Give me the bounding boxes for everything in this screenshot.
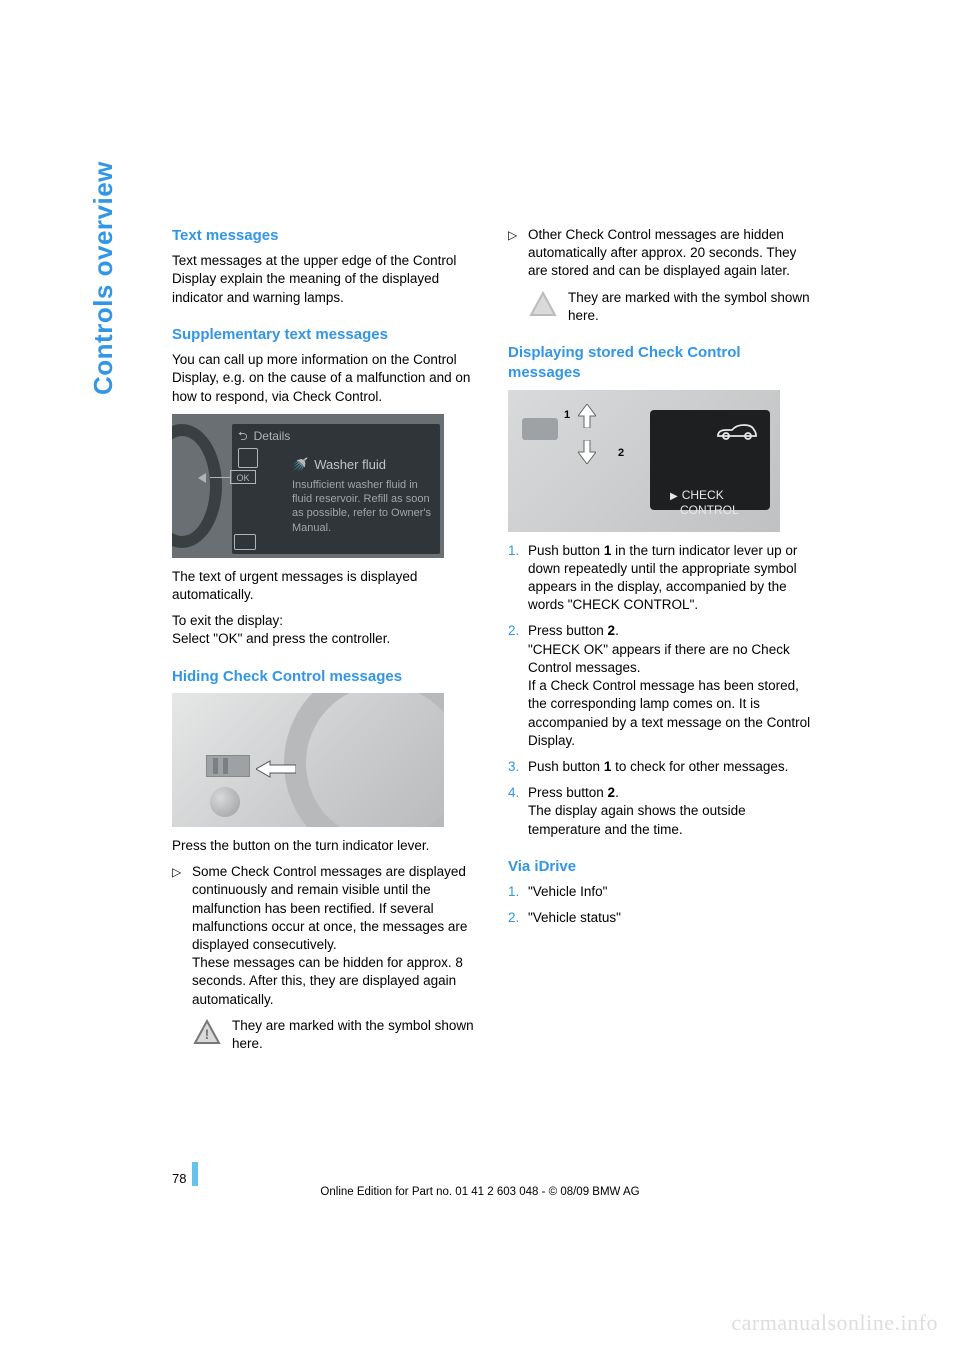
figure-body-text: Insufficient washer fluid in fluid reser… <box>292 478 434 535</box>
figure-small-icon <box>238 448 258 468</box>
step-number: 1. <box>508 883 528 901</box>
heading-text-messages: Text messages <box>172 226 476 246</box>
step-1-text: Push button 1 in the turn indicator leve… <box>528 542 812 615</box>
para-text-messages: Text messages at the upper edge of the C… <box>172 252 476 307</box>
step-number: 1. <box>508 542 528 615</box>
para-press-button: Press the button on the turn indicator l… <box>172 837 476 855</box>
figure-knob <box>210 787 240 817</box>
idrive-1-text: "Vehicle Info" <box>528 883 812 901</box>
figure-check-control: 1 2 ▶CHECK CONTROL <box>508 390 780 532</box>
figure-arrow-icon <box>256 759 296 779</box>
right-column: ▷ Other Check Control messages are hidde… <box>508 226 812 1061</box>
step-3: 3. Push button 1 to check for other mess… <box>508 758 812 776</box>
bullet-text-2: Other Check Control messages are hidden … <box>528 226 812 281</box>
step-number: 2. <box>508 622 528 750</box>
symbol-text-2: They are marked with the symbol shown he… <box>568 289 812 325</box>
step-4-text: Press button 2. The display again shows … <box>528 784 812 839</box>
svg-text:!: ! <box>205 1026 210 1042</box>
page-number-wrap: 78 <box>172 1162 198 1186</box>
bullet-some-messages: ▷ Some Check Control messages are displa… <box>172 863 476 1009</box>
heading-via-idrive: Via iDrive <box>508 857 812 877</box>
step-number: 4. <box>508 784 528 839</box>
watermark-text: carmanualsonline.info <box>731 1310 938 1336</box>
figure-wheel-edge <box>172 424 222 548</box>
figure-lever-button <box>522 418 558 440</box>
heading-supplementary: Supplementary text messages <box>172 325 476 345</box>
figure-title: 🚿Washer fluid <box>292 456 386 474</box>
symbol-row-2: They are marked with the symbol shown he… <box>528 289 812 325</box>
bullet-text-1b: These messages can be hidden for approx.… <box>192 955 463 1006</box>
symbol-text-1: They are marked with the symbol shown he… <box>232 1017 476 1053</box>
left-column: Text messages Text messages at the upper… <box>172 226 476 1061</box>
figure-details-screen: ⮌Details OK 🚿Washer fluid Insufficient w… <box>172 414 444 558</box>
idrive-step-1: 1. "Vehicle Info" <box>508 883 812 901</box>
step-1: 1. Push button 1 in the turn indicator l… <box>508 542 812 615</box>
bullet-marker-icon: ▷ <box>172 863 192 1009</box>
bullet-text-1a: Some Check Control messages are displaye… <box>192 864 467 952</box>
figure-header: ⮌Details <box>238 428 290 444</box>
para-exit: To exit the display: Select "OK" and pre… <box>172 612 476 648</box>
content-columns: Text messages Text messages at the upper… <box>172 226 812 1061</box>
side-section-label: Controls overview <box>88 161 119 395</box>
figure-arrow-up-icon <box>578 404 596 428</box>
footer-text: Online Edition for Part no. 01 41 2 603 … <box>0 1186 960 1198</box>
heading-hiding: Hiding Check Control messages <box>172 667 476 687</box>
figure-ok-box: OK <box>230 470 256 484</box>
bullet-other-messages: ▷ Other Check Control messages are hidde… <box>508 226 812 281</box>
step-3-text: Push button 1 to check for other message… <box>528 758 812 776</box>
warning-plain-icon <box>528 289 558 319</box>
figure-arrow-down-icon <box>578 440 596 464</box>
figure-ok-pointer <box>210 477 230 479</box>
figure-vent <box>206 755 250 777</box>
para-supplementary: You can call up more information on the … <box>172 351 476 406</box>
heading-displaying-stored: Displaying stored Check Control messages <box>508 343 812 384</box>
page-number-bar <box>192 1162 198 1186</box>
step-2: 2. Press button 2. "CHECK OK" appears if… <box>508 622 812 750</box>
step-4: 4. Press button 2. The display again sho… <box>508 784 812 839</box>
figure-label-2: 2 <box>618 446 624 461</box>
figure-bottom-icon <box>234 534 256 550</box>
figure-car-icon <box>714 422 758 442</box>
symbol-row-1: ! They are marked with the symbol shown … <box>192 1017 476 1053</box>
figure-label-1: 1 <box>564 408 570 423</box>
warning-outline-icon: ! <box>192 1017 222 1047</box>
figure-display-text: ▶CHECK CONTROL <box>670 488 760 517</box>
page-number: 78 <box>172 1171 192 1186</box>
para-urgent: The text of urgent messages is displayed… <box>172 568 476 604</box>
step-2-text: Press button 2. "CHECK OK" appears if th… <box>528 622 812 750</box>
figure-steering-wheel <box>284 693 444 827</box>
bullet-marker-icon: ▷ <box>508 226 528 281</box>
idrive-step-2: 2. "Vehicle status" <box>508 909 812 927</box>
step-number: 3. <box>508 758 528 776</box>
figure-steering-lever <box>172 693 444 827</box>
idrive-2-text: "Vehicle status" <box>528 909 812 927</box>
step-number: 2. <box>508 909 528 927</box>
